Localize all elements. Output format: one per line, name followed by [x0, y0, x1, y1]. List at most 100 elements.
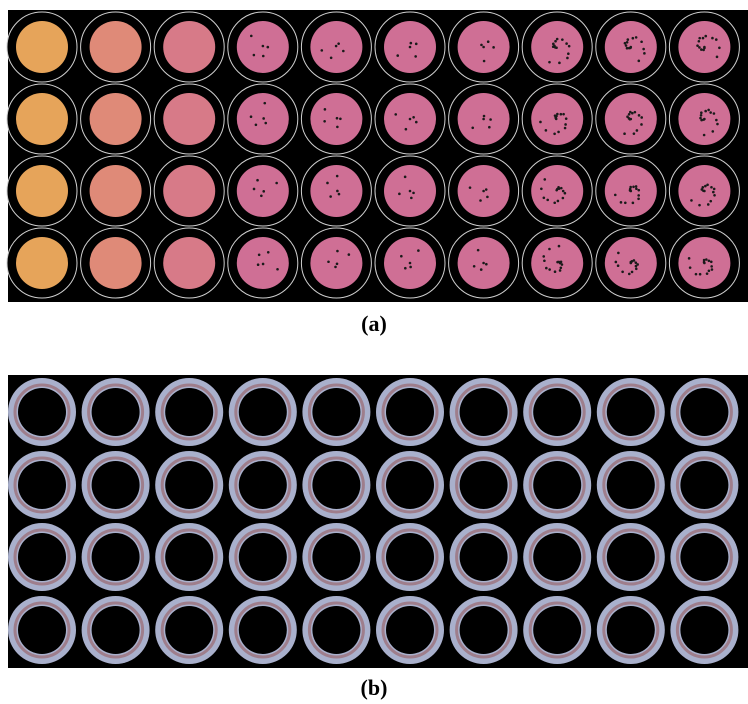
well-speck — [568, 45, 571, 48]
well-speck — [400, 255, 403, 258]
well-speck — [559, 269, 562, 272]
well-speck — [337, 42, 340, 45]
well-speck — [695, 273, 698, 276]
well-speck — [635, 36, 638, 39]
well-speck — [565, 42, 568, 45]
well-speck — [548, 61, 551, 64]
well-speck — [633, 259, 636, 262]
well-speck — [636, 263, 639, 266]
well-speck — [267, 251, 270, 254]
well-speck — [334, 266, 337, 269]
well-speck — [640, 123, 643, 126]
well-speck — [708, 260, 711, 263]
well-speck — [557, 200, 560, 203]
ring-hole — [607, 461, 655, 509]
well-speck — [405, 128, 408, 131]
well-speck — [630, 118, 633, 121]
well-speck — [637, 197, 640, 200]
well-speck — [698, 46, 701, 49]
well-speck — [480, 268, 483, 271]
well-speck — [275, 182, 278, 185]
ring-hole — [239, 606, 287, 654]
well-speck — [415, 121, 418, 124]
well-speck — [713, 112, 716, 115]
well-speck — [700, 119, 703, 122]
well-speck — [409, 262, 412, 265]
well-speck — [704, 185, 707, 188]
well-speck — [629, 111, 632, 114]
well-speck — [699, 273, 702, 276]
well-speck — [700, 114, 703, 117]
figure: (a) (b) — [0, 0, 748, 704]
well-speck — [255, 123, 258, 126]
well-speck — [635, 187, 638, 190]
well-speck — [709, 200, 712, 203]
well-speck — [471, 127, 474, 130]
well-speck — [707, 203, 710, 206]
well-speck — [394, 113, 397, 116]
well-speck — [711, 37, 714, 40]
well-speck — [703, 262, 706, 265]
well-speck — [487, 40, 490, 43]
well-speck — [336, 126, 339, 129]
well-speck — [689, 266, 692, 269]
ring-hole — [680, 461, 728, 509]
well-speck — [614, 194, 617, 197]
well-speck — [262, 45, 265, 48]
well-speck — [482, 118, 485, 121]
well-speck — [703, 118, 706, 121]
well-speck — [708, 269, 711, 272]
well-speck — [632, 186, 635, 189]
well-speck — [716, 56, 719, 59]
well-speck — [554, 40, 557, 43]
well-speck — [690, 199, 693, 202]
well-speck — [700, 111, 703, 114]
well-speck — [412, 116, 415, 119]
well-speck — [336, 250, 339, 253]
well-speck — [623, 132, 626, 135]
well-speck — [637, 189, 640, 192]
well-speck — [342, 50, 345, 53]
well-speck — [703, 46, 706, 49]
well-speck — [250, 35, 253, 38]
well-speck — [320, 49, 323, 52]
well-speck — [633, 132, 636, 135]
well-speck — [492, 46, 495, 49]
well-speck — [627, 38, 630, 41]
well-speck — [256, 179, 259, 182]
well-speck — [543, 197, 546, 200]
well-speck — [710, 260, 713, 263]
ring-hole — [386, 533, 434, 581]
well-speck — [556, 38, 559, 41]
well-speck — [485, 188, 488, 191]
well-speck — [409, 190, 412, 193]
well-speck — [262, 263, 265, 266]
well-speck — [703, 190, 706, 193]
well-sample — [163, 93, 215, 145]
well-speck — [615, 261, 618, 264]
well-speck — [546, 199, 549, 202]
well-speck — [628, 113, 631, 116]
well-sample — [16, 93, 68, 145]
ring-hole — [680, 606, 728, 654]
well-speck — [560, 266, 563, 269]
well-speck — [396, 54, 399, 57]
well-sample — [16, 165, 68, 217]
well-speck — [542, 255, 545, 258]
well-speck — [643, 52, 646, 55]
well-sample — [16, 21, 68, 73]
ring-hole — [460, 388, 508, 436]
well-speck — [713, 188, 716, 191]
ring-hole — [386, 388, 434, 436]
well-speck — [410, 197, 413, 200]
ring-hole — [533, 461, 581, 509]
well-speck — [706, 183, 709, 186]
ring-hole — [607, 606, 655, 654]
well-speck — [635, 268, 638, 271]
well-speck — [483, 115, 486, 118]
well-speck — [620, 201, 623, 204]
well-speck — [477, 249, 480, 252]
well-speck — [253, 54, 256, 57]
well-speck — [701, 188, 704, 191]
well-speck — [706, 272, 709, 275]
